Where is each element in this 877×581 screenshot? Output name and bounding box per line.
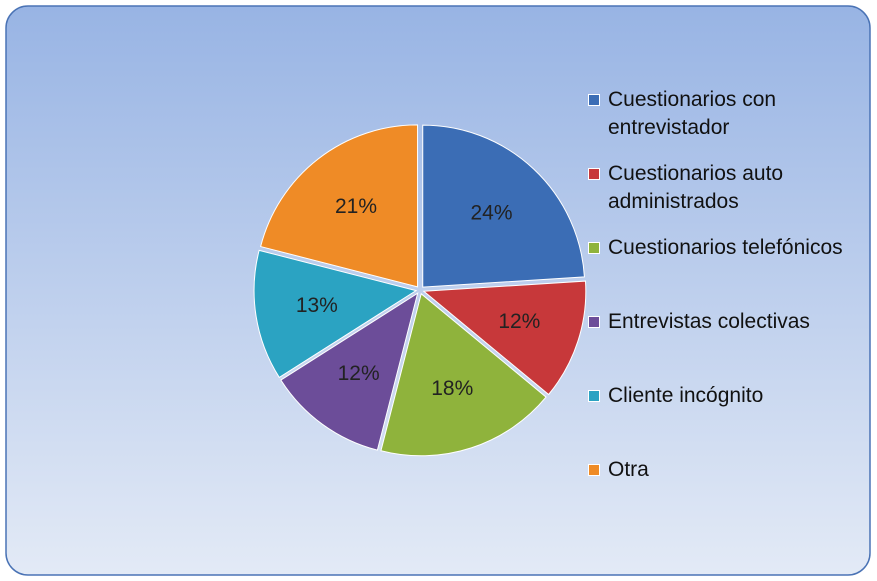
legend-swatch xyxy=(588,464,600,476)
data-label: 12% xyxy=(338,362,380,385)
pie-slice xyxy=(253,249,418,379)
pie-slice xyxy=(422,124,585,288)
legend-swatch xyxy=(588,168,600,180)
pie-slice xyxy=(280,292,419,451)
data-label: 24% xyxy=(470,201,512,224)
legend-item: Otra xyxy=(588,456,877,484)
pie-slice xyxy=(260,124,419,288)
data-label: 21% xyxy=(335,195,377,218)
legend-swatch xyxy=(588,316,600,328)
legend-item: Cuestionarios con entrevistador xyxy=(588,86,877,142)
legend-label: Cliente incógnito xyxy=(608,384,764,407)
legend-item: Cuestionarios telefónicos xyxy=(588,234,877,262)
legend-item: Cliente incógnito xyxy=(588,382,877,410)
legend-item: Cuestionarios auto administrados xyxy=(588,160,877,216)
legend-label: Entrevistas colectivas xyxy=(608,310,810,333)
legend-label: Cuestionarios auto administrados xyxy=(608,162,784,213)
legend-label: Otra xyxy=(608,458,649,481)
legend-label: Cuestionarios telefónicos xyxy=(608,236,843,259)
data-label: 13% xyxy=(296,294,338,317)
legend-label: Cuestionarios con entrevistador xyxy=(608,88,777,139)
pie-slice xyxy=(422,280,587,396)
legend-swatch xyxy=(588,94,600,106)
pie-slice xyxy=(380,292,547,457)
data-label: 18% xyxy=(431,377,473,400)
legend-swatch xyxy=(588,242,600,254)
data-label: 12% xyxy=(498,310,540,333)
legend-item: Entrevistas colectivas xyxy=(588,308,877,336)
legend-swatch xyxy=(588,390,600,402)
